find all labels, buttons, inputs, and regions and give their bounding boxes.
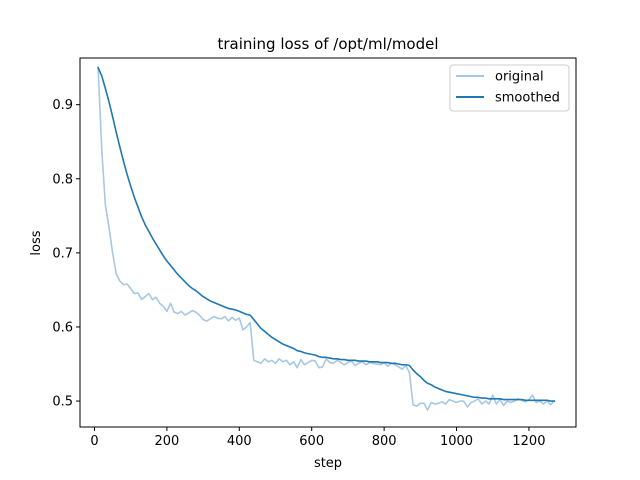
x-tick-label: 800	[372, 434, 397, 449]
series-line-original	[97, 66, 556, 411]
y-tick-label: 0.6	[52, 320, 73, 335]
y-tick-label: 0.8	[52, 172, 73, 187]
legend-label-smoothed: smoothed	[495, 91, 560, 106]
x-tick-label: 200	[154, 434, 179, 449]
y-axis-ticks: 0.5 0.6 0.7 0.8 0.9	[52, 98, 80, 410]
x-axis-ticks: 0 200 400 600 800 1000 1200	[90, 427, 545, 449]
y-tick-label: 0.9	[52, 98, 73, 113]
legend: original smoothed	[449, 64, 570, 112]
series-line-smoothed	[97, 66, 556, 402]
x-axis-label: step	[314, 456, 342, 471]
x-tick-label: 1200	[512, 434, 545, 449]
y-tick-label: 0.7	[52, 246, 73, 261]
plot-lines	[97, 66, 556, 411]
y-tick-label: 0.5	[52, 395, 73, 410]
y-axis-label: loss	[29, 230, 44, 255]
x-tick-label: 400	[227, 434, 252, 449]
legend-label-original: original	[495, 70, 544, 85]
chart-title: training loss of /opt/ml/model	[217, 35, 438, 53]
plot-area	[80, 58, 576, 427]
x-tick-label: 600	[299, 434, 324, 449]
x-tick-label: 0	[90, 434, 98, 449]
x-tick-label: 1000	[440, 434, 473, 449]
plot-frame	[79, 57, 577, 428]
